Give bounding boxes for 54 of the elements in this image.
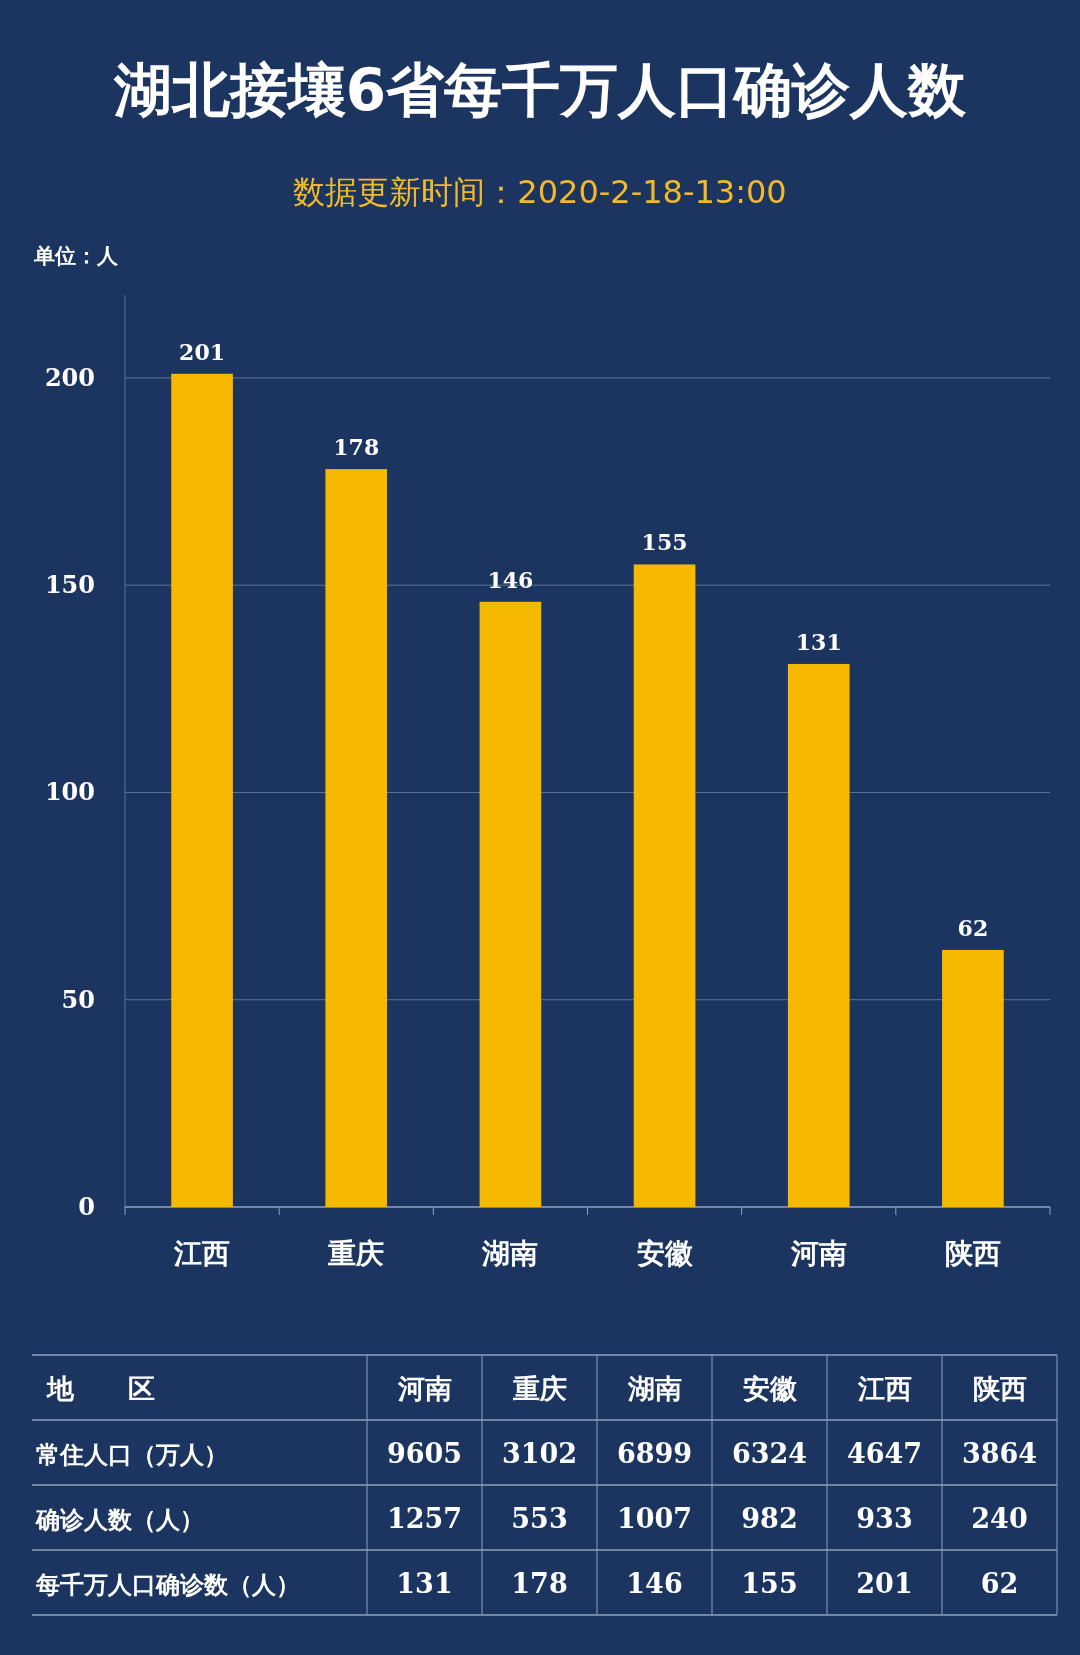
data-label: 155 <box>741 1567 798 1599</box>
data-label: 553 <box>511 1502 568 1534</box>
data-label: 146 <box>487 566 534 593</box>
data-label: 146 <box>626 1567 683 1599</box>
y-tick-label: 0 <box>78 1192 95 1221</box>
data-label: 201 <box>856 1567 913 1599</box>
data-label: 1257 <box>386 1502 463 1534</box>
x-tick-label: 安徽 <box>742 1372 798 1404</box>
bar <box>633 564 696 1207</box>
data-label: 131 <box>795 628 842 655</box>
y-tick-label: 150 <box>44 570 95 600</box>
data-label: 178 <box>511 1567 568 1599</box>
bar <box>942 949 1004 1207</box>
y-tick-label: 常住人口（万人） <box>36 1440 228 1469</box>
data-label: 3102 <box>501 1437 578 1469</box>
y-tick-label: 50 <box>61 984 95 1014</box>
data-label: 201 <box>179 338 226 365</box>
y-axis-title: 单位：人 <box>33 244 119 268</box>
data-label: 6899 <box>616 1437 693 1469</box>
x-tick-label: 安徽 <box>636 1237 694 1270</box>
x-tick-label: 重庆 <box>327 1237 385 1270</box>
x-tick-label: 陕西 <box>972 1372 1027 1404</box>
y-axis-title: 地 区 <box>46 1372 155 1404</box>
bar <box>787 663 850 1207</box>
data-label: 131 <box>396 1567 453 1599</box>
x-tick-label: 陕西 <box>944 1237 1001 1270</box>
data-label: 62 <box>980 1567 1019 1599</box>
data-label: 178 <box>333 434 380 461</box>
y-tick-label: 200 <box>44 362 95 392</box>
data-label: 9605 <box>386 1437 463 1469</box>
x-tick-label: 湖南 <box>481 1237 539 1270</box>
data-label: 6324 <box>731 1437 808 1469</box>
x-tick-label: 河南 <box>789 1237 847 1270</box>
x-tick-label: 重庆 <box>511 1372 567 1404</box>
data-label: 4647 <box>846 1437 923 1469</box>
x-tick-label: 湖南 <box>626 1372 682 1404</box>
data-label: 933 <box>856 1502 913 1534</box>
data-label: 982 <box>741 1502 798 1534</box>
y-tick-label: 确诊人数（人） <box>35 1505 204 1534</box>
bar <box>479 601 542 1207</box>
x-tick-label: 江西 <box>173 1237 231 1270</box>
bar <box>171 373 233 1207</box>
data-label: 155 <box>641 529 688 556</box>
data-label: 240 <box>971 1502 1028 1534</box>
data-label: 3864 <box>961 1437 1038 1469</box>
y-tick-label: 100 <box>44 777 95 807</box>
x-tick-label: 河南 <box>396 1372 452 1404</box>
y-tick-label: 每千万人口确诊数（人） <box>35 1570 300 1599</box>
chart-title: 湖北接壤6省每千万人口确诊人数 <box>112 56 968 124</box>
data-label: 1007 <box>616 1502 693 1534</box>
x-tick-label: 江西 <box>856 1372 912 1404</box>
bar <box>325 469 388 1207</box>
chart-subtitle: 数据更新时间：2020-2-18-13:00 <box>293 173 787 211</box>
data-label: 62 <box>957 914 989 941</box>
